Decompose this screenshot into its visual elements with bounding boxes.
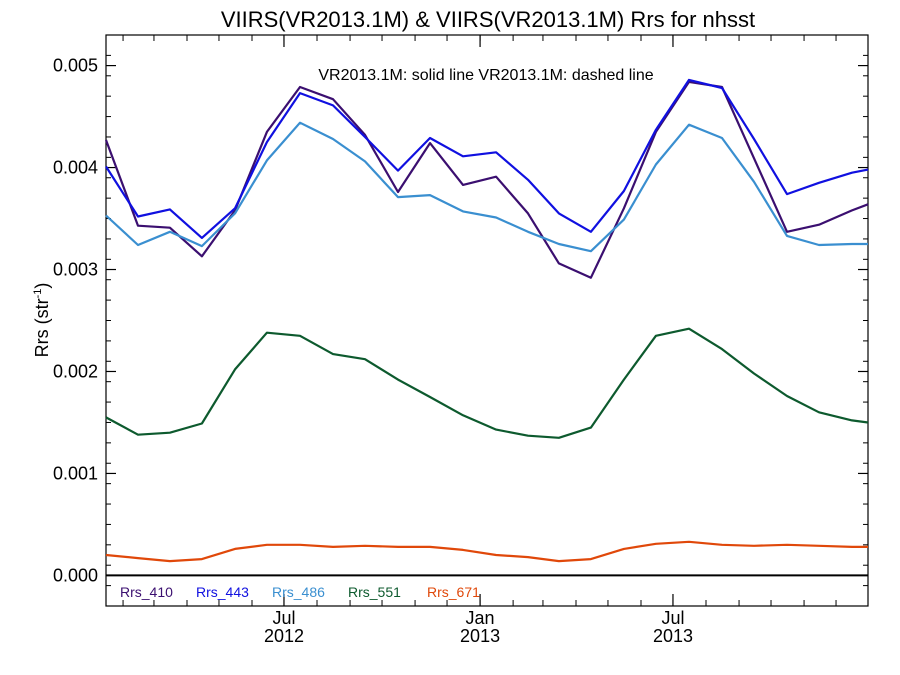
legend: Rrs_410 Rrs_443 Rrs_486 Rrs_551 Rrs_671	[120, 584, 480, 600]
chart-title: VIIRS(VR2013.1M) & VIIRS(VR2013.1M) Rrs …	[221, 7, 755, 32]
y-tick-label: 0.005	[53, 56, 98, 76]
legend-item-rrs_486: Rrs_486	[272, 584, 325, 600]
y-tick-label: 0.003	[53, 260, 98, 280]
legend-item-rrs_443: Rrs_443	[196, 584, 249, 600]
series-line-rrs_671	[105, 540, 868, 563]
annotation: VR2013.1M: solid line VR2013.1M: dashed …	[318, 67, 653, 84]
y-axis-label-sup: -1	[32, 289, 44, 299]
y-axis-label: Rrs (str-1)	[32, 283, 52, 358]
x-tick-year-label: 2013	[460, 626, 500, 646]
y-axis-label-main: Rrs (str	[32, 298, 52, 357]
x-tick-label: Jul	[272, 608, 295, 628]
y-tick-label: 0.001	[53, 463, 98, 483]
legend-item-rrs_551: Rrs_551	[348, 584, 401, 600]
x-tick-label: Jan	[466, 608, 495, 628]
y-tick-label: 0.002	[53, 361, 98, 381]
x-tick-year-label: 2013	[653, 626, 693, 646]
series-line-rrs_443	[105, 78, 869, 239]
y-axis-label-close: )	[32, 283, 52, 289]
legend-item-rrs_671: Rrs_671	[427, 584, 480, 600]
axes: 0.0000.0010.0020.0030.0040.005Jul2012Jan…	[53, 34, 868, 646]
y-tick-label: 0.004	[53, 158, 98, 178]
legend-item-rrs_410: Rrs_410	[120, 584, 173, 600]
series-line-rrs_486	[105, 121, 868, 253]
series-layer	[104, 78, 869, 563]
series-line-rrs_551	[105, 327, 869, 439]
x-tick-year-label: 2012	[264, 626, 304, 646]
plot-frame	[105, 34, 869, 607]
y-tick-label: 0.000	[53, 565, 98, 585]
x-tick-label: Jul	[661, 608, 684, 628]
